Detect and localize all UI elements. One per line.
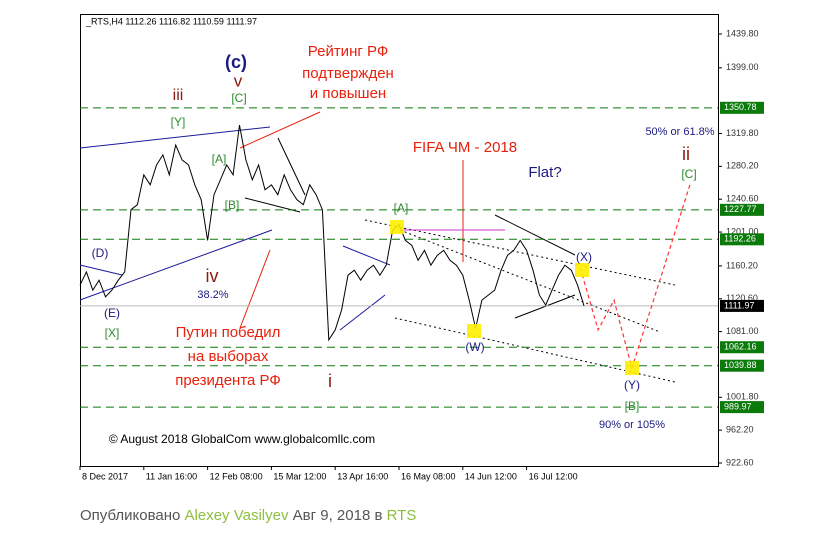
annotation: (D) — [92, 246, 109, 260]
annotation: iv — [206, 266, 219, 286]
annotation: Рейтинг РФ — [308, 43, 388, 60]
price-line — [579, 184, 691, 371]
annotation: [B] — [225, 198, 240, 212]
trend-line — [342, 245, 391, 266]
annotation: (W) — [465, 340, 484, 354]
channel-line — [399, 229, 661, 333]
y-tick-label: 1399.00 — [726, 62, 759, 72]
annotation: (X) — [576, 250, 592, 264]
x-tick-label: 8 Dec 2017 — [82, 471, 128, 481]
y-tick-label: 922.60 — [726, 457, 754, 467]
annotation: [C] — [231, 91, 246, 105]
footer: Опубликовано Alexey Vasilyev Авг 9, 2018… — [80, 507, 416, 524]
level-label-box — [720, 359, 764, 372]
annotation: © August 2018 GlobalCom www.globalcomllc… — [109, 432, 375, 446]
trend-line — [79, 229, 273, 301]
annotation: FIFA ЧМ - 2018 — [413, 139, 517, 156]
annotation: iii — [173, 87, 184, 104]
footer-published: Опубликовано — [80, 507, 181, 524]
annotation: (E) — [104, 306, 120, 320]
wave-marker — [575, 263, 589, 277]
annotation: на выборах — [188, 348, 269, 365]
trend-line — [514, 294, 576, 319]
annotation: [B] — [625, 399, 640, 413]
annotation: и повышен — [310, 85, 386, 102]
chart: _RTS,H4 1112.26 1116.82 1110.59 1111.97 … — [79, 14, 764, 481]
x-tick-label: 13 Apr 16:00 — [337, 471, 388, 481]
trend-line — [277, 137, 306, 196]
y-tick-label: 1160.20 — [726, 260, 758, 270]
annotation: v — [234, 71, 243, 90]
annotation: (Y) — [624, 378, 640, 392]
level-label-box — [720, 101, 764, 114]
annotation: (c) — [225, 52, 247, 72]
level-label-box — [720, 233, 764, 246]
x-tick-label: 16 May 08:00 — [401, 471, 456, 481]
level-label-box — [720, 341, 764, 354]
last-price-label: 1111.97 — [724, 300, 755, 310]
annotation: [X] — [105, 326, 120, 340]
price-line — [79, 125, 585, 342]
y-tick-label: 1240.60 — [726, 194, 759, 204]
author-link[interactable]: Alexey Vasilyev — [184, 507, 289, 524]
x-tick-label: 16 Jul 12:00 — [529, 471, 578, 481]
level-label: 1062.16 — [724, 342, 757, 352]
chart-title: _RTS,H4 1112.26 1116.82 1110.59 1111.97 — [85, 16, 257, 26]
level-label: 1227.77 — [724, 204, 757, 214]
level-label: 1192.26 — [724, 234, 756, 244]
y-tick-label: 1201.00 — [726, 226, 759, 236]
annotation: [A] — [212, 152, 227, 166]
annotation: подтвержден — [302, 65, 394, 82]
annotation: [C] — [681, 167, 696, 181]
trend-line — [494, 214, 576, 256]
x-tick-label: 11 Jan 16:00 — [146, 471, 197, 481]
pointer-line — [239, 111, 321, 149]
level-label: 989.97 — [724, 401, 752, 411]
annotation: [Y] — [171, 115, 186, 129]
y-tick-label: 1319.80 — [726, 128, 759, 138]
annotation: i — [328, 371, 332, 391]
pointer-line — [239, 249, 271, 329]
y-tick-label: 1081.00 — [726, 326, 759, 336]
trend-line — [79, 264, 123, 276]
footer-date: Авг 9, 2018 в — [292, 507, 383, 524]
y-tick-label: 1439.80 — [726, 28, 759, 38]
wave-marker — [467, 324, 481, 338]
level-label-box — [720, 203, 764, 216]
x-tick-label: 12 Feb 08:00 — [210, 471, 263, 481]
annotation: Flat? — [528, 164, 561, 181]
annotation: [A] — [394, 201, 409, 215]
y-tick-label: 1280.20 — [726, 161, 759, 171]
last-price-box — [720, 299, 764, 312]
annotation: 38.2% — [197, 289, 228, 301]
trend-lines — [79, 111, 676, 383]
annotation: Путин победил — [176, 324, 281, 341]
annotation: 90% or 105% — [599, 419, 665, 431]
x-tick-label: 14 Jun 12:00 — [465, 471, 517, 481]
y-tick-label: 1120.60 — [726, 293, 758, 303]
wave-marker — [625, 361, 639, 375]
plot-frame — [80, 14, 719, 467]
annotation: президента РФ — [175, 372, 281, 389]
level-label: 1350.78 — [724, 102, 757, 112]
wave-marker — [390, 220, 404, 234]
x-tick-label: 15 Mar 12:00 — [273, 471, 326, 481]
annotation: 50% or 61.8% — [645, 126, 714, 138]
level-label: 1039.88 — [724, 360, 757, 370]
y-tick-label: 962.20 — [726, 425, 754, 435]
y-tick-label: 1001.80 — [726, 392, 759, 402]
trend-line — [339, 294, 386, 331]
category-link[interactable]: RTS — [386, 507, 417, 524]
annotation: ii — [682, 144, 690, 164]
level-label-box — [720, 401, 764, 414]
